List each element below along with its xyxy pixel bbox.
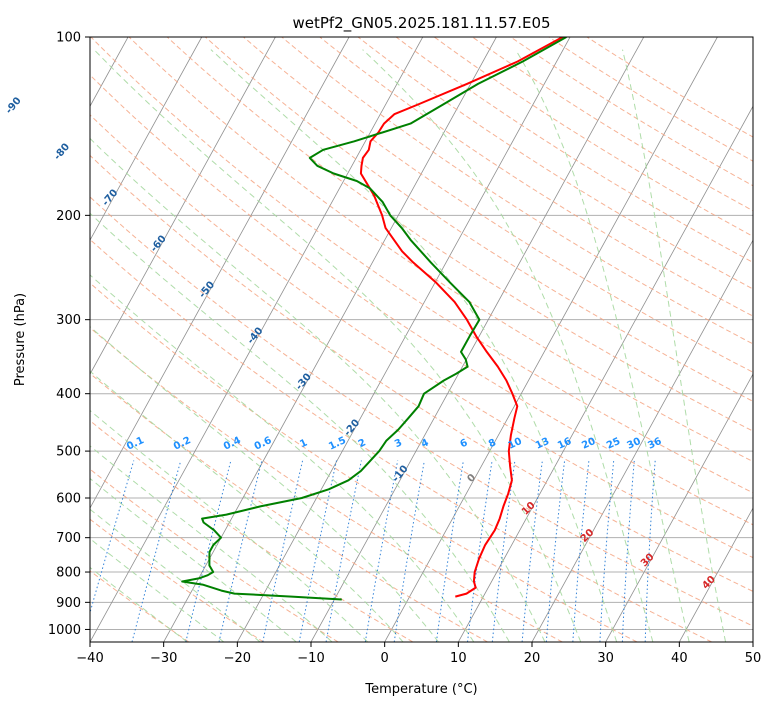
x-axis-label: Temperature (°C) [364,682,477,697]
dry-adiabat-line [395,37,753,263]
dry-adiabat-line [90,326,563,642]
dry-adiabat-line [548,37,753,162]
mixing-ratio-line [185,460,232,642]
moist-adiabat-line [362,49,654,642]
moist-adiabat-line [622,49,727,642]
moist-adiabat-line [90,409,369,642]
mixing-ratio-line [521,460,543,642]
x-axis: −40 −30 −20 −10 0 10 20 30 40 50 [76,642,761,666]
y-tick-label: 100 [56,31,81,46]
x-tick-label: −20 [224,651,251,666]
moist-adiabat-line [90,326,439,642]
x-tick-label: 50 [745,651,762,666]
dry-adiabat-line [90,196,753,627]
mixing-ratio-line [467,460,493,642]
mixing-ratio-line [393,460,425,642]
profile-lines [181,37,567,601]
chart-title: wetPf2_GN05.2025.181.11.57.E05 [292,14,550,33]
mixing-ratio-line [298,460,337,642]
mixing-ratio-label: 36 [646,436,663,452]
mixing-ratio-line [364,460,399,642]
isotherm-line [384,37,718,642]
mixing-ratio-label: 4 [420,437,431,450]
x-tick-label: 0 [381,651,389,666]
y-tick-label: 800 [56,566,81,581]
x-tick-label: 20 [524,651,541,666]
mixing-ratio-label: 3 [393,437,404,450]
y-tick-label: 400 [56,387,81,402]
dry-adiabat-lines [90,37,753,642]
dry-adiabat-line [90,238,712,642]
moist-adiabat-line [90,212,510,642]
mixing-ratio-label: 25 [605,436,622,452]
isotherm-line [236,37,571,642]
x-tick-label: 10 [450,651,467,666]
plot-frame [89,36,754,643]
dry-adiabat-line [90,114,753,559]
x-tick-label: −40 [76,651,103,666]
y-tick-label: 700 [56,531,81,546]
dry-adiabat-line [128,37,753,463]
mixing-ratio-line [325,460,362,642]
x-tick-label: 30 [597,651,614,666]
temperature-profile-line [359,37,564,598]
mixing-ratio-line [131,460,182,642]
mixing-ratio-lines [90,460,656,642]
isotherm-line [90,37,350,509]
mixing-ratio-label: 8 [487,437,498,450]
isotherm-line [531,239,753,642]
y-tick-label: 900 [56,596,81,611]
mixing-ratio-line [90,460,135,615]
dry-adiabat-line [281,37,753,345]
y-tick-label: 200 [56,209,81,224]
mixing-ratio-line [435,460,464,642]
mixing-ratio-label: 13 [534,436,551,452]
mixing-ratio-label: 1 [298,437,309,450]
dry-adiabat-line [510,37,753,187]
dewpoint-profile-line [181,37,567,601]
y-axis: 1000 900 800 700 600 500 400 300 200 100 [48,31,90,638]
mixing-ratio-label: 16 [556,436,573,452]
y-tick-label: 600 [56,492,81,507]
moist-adiabat-line [90,137,546,642]
isotherm-line [90,37,276,375]
dry-adiabat-line [90,282,638,642]
mixing-ratio-label: 6 [458,437,469,450]
dry-adiabat-line [243,37,753,373]
dry-adiabat-line [434,37,753,237]
y-tick-label: 500 [56,445,81,460]
dry-adiabat-line [90,74,753,526]
dry-adiabat-line [90,518,264,642]
x-tick-label: −30 [150,651,177,666]
pressure-gridlines [90,37,753,630]
isotherm-line [90,37,203,242]
mixing-ratio-label: 30 [625,436,642,452]
y-tick-label: 300 [56,313,81,328]
dry-adiabat-line [204,37,753,402]
moist-adiabat-line [90,445,333,642]
mixing-ratio-line [491,460,516,642]
isotherm-line [605,373,753,642]
moist-adiabat-line [93,49,582,642]
isotherm-line [457,105,753,642]
mixing-ratio-label: 20 [580,436,597,452]
mixing-ratio-label: 10 [507,436,524,452]
isotherm-line [678,507,753,642]
dry-adiabat-line [90,372,488,642]
isotherm-lines [90,37,753,642]
y-axis-label: Pressure (hPa) [13,293,28,386]
y-tick-label: 1000 [48,623,81,638]
x-tick-label: 40 [671,651,688,666]
x-tick-label: −10 [297,651,324,666]
dry-adiabat-line [319,37,753,317]
mixing-ratio-line [262,460,304,642]
isotherm-line [163,37,497,642]
moist-adiabat-line [90,274,475,642]
moist-adiabat-line [515,49,690,642]
mixing-ratio-line [218,460,263,642]
mixing-ratio-label: 2 [357,437,368,450]
